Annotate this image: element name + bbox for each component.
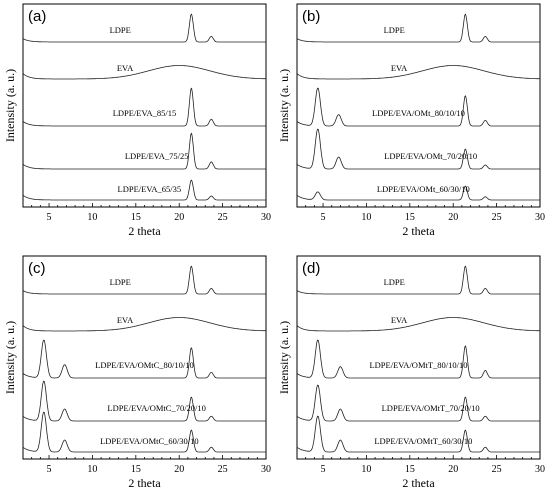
x-tick-label: 20: [174, 464, 184, 475]
plot-frame: [22, 255, 267, 460]
x-axis-label: 2 theta: [402, 224, 435, 238]
xrd-trace: [296, 317, 541, 332]
x-tick-label: 5: [321, 464, 326, 475]
xrd-trace: [22, 179, 266, 201]
x-tick-label: 25: [492, 212, 502, 223]
y-axis-label: Intensity (a. u.): [3, 69, 17, 142]
series-label: LDPE/EVA/OMt_80/10/10: [372, 108, 465, 118]
xrd-trace: [296, 384, 540, 422]
xrd-trace: [296, 65, 541, 80]
x-tick-label: 30: [535, 212, 545, 223]
xrd-trace: [22, 13, 266, 43]
xrd-trace: [22, 65, 267, 80]
x-tick-label: 5: [47, 464, 52, 475]
y-axis-label: Intensity (a. u.): [277, 69, 291, 142]
series-label: LDPE/EVA/OMt_70/20/10: [384, 151, 477, 161]
series-label: LDPE/EVA/OMtC_60/30/10: [100, 436, 199, 446]
x-tick-label: 30: [261, 464, 271, 475]
series-label: LDPE/EVA/OMtC_80/10/10: [95, 360, 194, 370]
series-label: EVA: [117, 63, 134, 73]
series-label: LDPE/EVA_85/15: [113, 108, 177, 118]
xrd-trace: [296, 339, 540, 379]
x-tick-label: 10: [87, 212, 97, 223]
x-axis-label: 2 theta: [128, 224, 161, 238]
series-label: EVA: [117, 315, 134, 325]
x-tick-label: 15: [131, 464, 141, 475]
xrd-trace: [22, 380, 266, 422]
series-label: LDPE/EVA/OMtT_70/20/10: [382, 403, 480, 413]
x-tick-label: 15: [405, 212, 415, 223]
series-label: LDPE/EVA/OMtT_80/10/10: [369, 360, 467, 370]
xrd-trace: [296, 265, 540, 295]
y-axis-label: Intensity (a. u.): [277, 321, 291, 394]
panel-tag: (c): [28, 260, 46, 277]
panel-tag: (b): [302, 8, 320, 25]
x-tick-label: 25: [218, 464, 228, 475]
x-axis-label: 2 theta: [402, 476, 435, 488]
panel-tag: (d): [302, 260, 320, 277]
x-tick-label: 5: [321, 212, 326, 223]
x-tick-label: 20: [174, 212, 184, 223]
x-tick-label: 5: [47, 212, 52, 223]
y-axis-label: Intensity (a. u.): [3, 321, 17, 394]
x-tick-label: 10: [361, 464, 371, 475]
series-label: LDPE: [384, 25, 405, 35]
x-tick-label: 15: [405, 464, 415, 475]
xrd-trace: [22, 317, 267, 332]
series-label: LDPE/EVA/OMtC_70/20/10: [107, 403, 206, 413]
panel-tag: (a): [28, 8, 46, 25]
xrd-trace: [296, 13, 540, 43]
xrd-trace: [22, 339, 266, 379]
x-tick-label: 30: [535, 464, 545, 475]
x-tick-label: 25: [218, 212, 228, 223]
series-label: EVA: [391, 63, 408, 73]
x-tick-label: 25: [492, 464, 502, 475]
xrd-trace: [22, 87, 266, 127]
series-label: LDPE/EVA_65/35: [118, 184, 182, 194]
plot-frame: [296, 255, 541, 460]
xrd-trace: [296, 415, 540, 453]
plot-frame: [22, 3, 267, 208]
chart-panel-4: 5 10 15 20 25 30 2 theta Intensity (a. u.) (d) LD…: [277, 255, 545, 488]
x-tick-label: 20: [448, 464, 458, 475]
xrd-trace: [22, 265, 266, 295]
x-axis-label: 2 theta: [128, 476, 161, 488]
x-tick-label: 15: [131, 212, 141, 223]
xrd-trace: [296, 185, 540, 201]
xrd-trace: [22, 132, 266, 170]
chart-panel-2: 5 10 15 20 25 30 2 theta Intensity (a. u.) (b) LD…: [277, 3, 545, 238]
series-label: LDPE/EVA/OMt_60/30/10: [377, 184, 470, 194]
xrd-trace: [296, 87, 540, 127]
series-label: LDPE/EVA_75/25: [125, 151, 189, 161]
x-tick-label: 10: [361, 212, 371, 223]
series-label: LDPE: [110, 25, 131, 35]
xrd-trace: [296, 128, 540, 170]
x-tick-label: 10: [87, 464, 97, 475]
series-label: LDPE: [384, 277, 405, 287]
chart-panel-1: 5 10 15 20 25 30 2 theta Intensity (a. u.) (a) LD…: [3, 3, 271, 238]
x-tick-label: 30: [261, 212, 271, 223]
xrd-trace: [22, 411, 266, 453]
plot-frame: [296, 3, 541, 208]
series-label: EVA: [391, 315, 408, 325]
x-tick-label: 20: [448, 212, 458, 223]
series-label: LDPE: [110, 277, 131, 287]
chart-panel-3: 5 10 15 20 25 30 2 theta Intensity (a. u.) (c) LD…: [3, 255, 271, 488]
series-label: LDPE/EVA/OMtT_60/30/10: [374, 436, 472, 446]
